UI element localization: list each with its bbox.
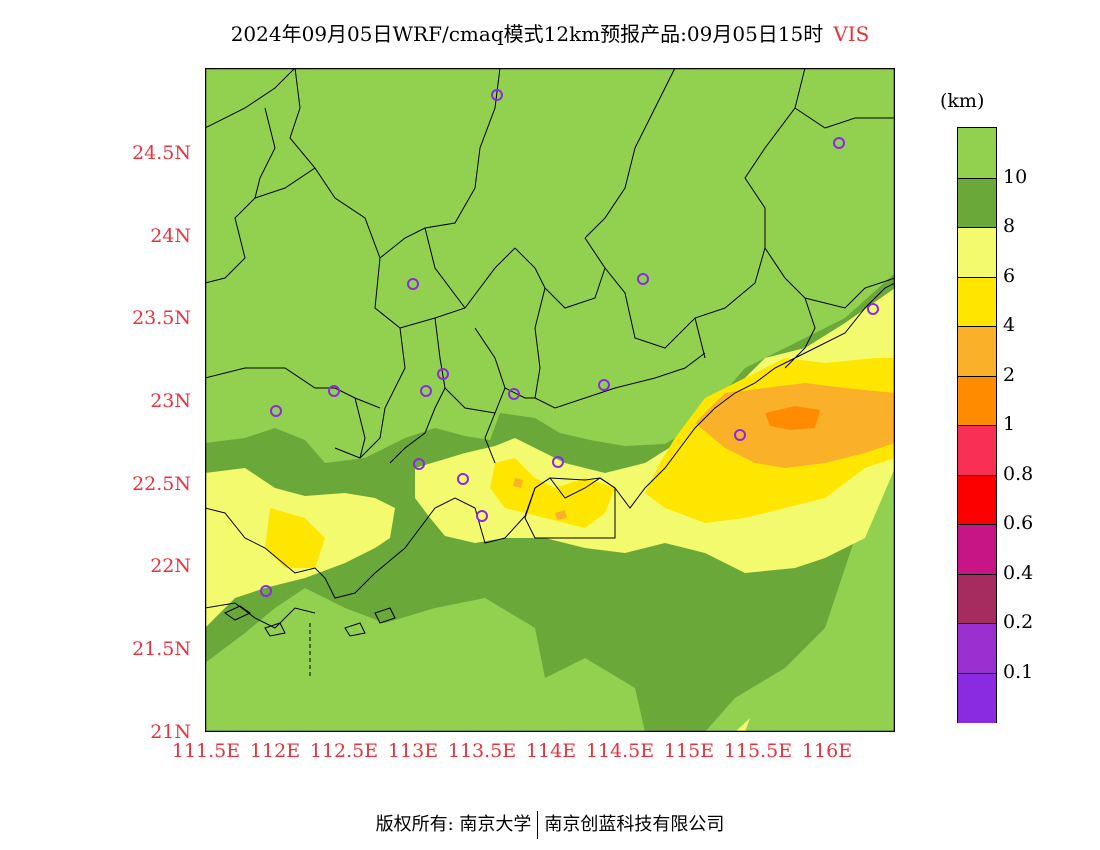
legend-label: 8: [1003, 215, 1016, 237]
legend-label: 0.6: [1003, 512, 1034, 534]
map-panel[interactable]: [205, 68, 895, 732]
station-marker: [476, 510, 488, 522]
lon-label: 112.5E: [309, 740, 379, 762]
lon-label: 114.5E: [585, 740, 655, 762]
lon-label: 115.5E: [723, 740, 793, 762]
station-marker: [833, 137, 845, 149]
lat-label: 22N: [150, 555, 191, 577]
lon-label: 113E: [387, 740, 439, 762]
vis-band-4-east: [490, 458, 615, 528]
footer-separator: [537, 811, 539, 839]
monitoring-stations: [260, 89, 879, 597]
legend-label: 0.4: [1003, 561, 1034, 584]
station-marker: [598, 379, 610, 391]
station-marker: [420, 385, 432, 397]
legend-swatch: [958, 573, 996, 624]
legend-swatch: [958, 276, 996, 327]
legend-swatch: [958, 326, 996, 377]
lat-label: 22.5N: [132, 473, 191, 495]
lat-label: 21N: [150, 721, 191, 743]
lon-label: 115E: [663, 740, 715, 762]
lat-label: 23N: [150, 390, 191, 412]
station-marker: [260, 585, 272, 597]
station-marker: [734, 429, 746, 441]
legend-swatch: [958, 524, 996, 575]
lon-label: 113.5E: [447, 740, 517, 762]
legend-swatch: [958, 375, 996, 426]
lat-label: 24N: [150, 225, 191, 247]
legend-swatch: [958, 177, 996, 228]
legend-label: 0.2: [1003, 611, 1034, 633]
station-marker: [552, 456, 564, 468]
legend-swatch: [958, 623, 996, 674]
lat-label: 23.5N: [132, 307, 191, 329]
legend-swatch: [958, 474, 996, 525]
color-legend: [957, 127, 997, 723]
map-frame: [205, 68, 895, 732]
title-variable: VIS: [833, 22, 870, 46]
station-marker: [457, 473, 469, 485]
station-marker: [508, 388, 520, 400]
title-text: 2024年09月05日WRF/cmaq模式12km预报产品:09月05日15时: [230, 22, 824, 46]
legend-label: 10: [1003, 165, 1028, 188]
footer-right: 南京创蓝科技有限公司: [544, 814, 725, 835]
legend-unit: (km): [940, 90, 985, 112]
vis-band-2-spot2: [513, 478, 523, 488]
station-marker: [637, 273, 649, 285]
station-marker: [328, 385, 340, 397]
legend-label: 0.8: [1003, 462, 1034, 485]
lon-label: 111.5E: [171, 740, 241, 762]
legend-swatch: [958, 425, 996, 476]
lat-label: 24.5N: [132, 142, 191, 164]
map-title: 2024年09月05日WRF/cmaq模式12km预报产品:09月05日15时 V…: [0, 18, 1100, 47]
legend-label: 2: [1003, 363, 1016, 386]
legend-label: 0.1: [1003, 660, 1034, 683]
legend-label: 4: [1003, 314, 1016, 336]
lon-label: 114E: [525, 740, 577, 762]
vis-band-2-spot: [555, 510, 567, 520]
lon-label: 112E: [249, 740, 301, 762]
station-marker: [270, 405, 282, 417]
vis-band-1: [765, 406, 820, 430]
copyright-footer: 版权所有: 南京大学 南京创蓝科技有限公司: [0, 810, 1100, 839]
station-marker: [437, 368, 449, 380]
station-marker: [413, 458, 425, 470]
legend-label: 1: [1003, 413, 1016, 435]
footer-left: 版权所有: 南京大学: [375, 814, 532, 835]
legend-swatch: [958, 672, 996, 723]
visibility-map: [205, 68, 895, 732]
station-marker: [407, 278, 419, 290]
legend-swatch: [958, 227, 996, 278]
lon-label: 116E: [801, 740, 853, 762]
vis-band-4: [265, 508, 325, 568]
station-marker: [867, 303, 879, 315]
vis-band-6-edge: [735, 718, 750, 732]
admin-boundaries: [205, 68, 895, 678]
lat-label: 21.5N: [132, 638, 191, 660]
legend-swatch: [958, 128, 996, 178]
station-marker: [491, 89, 503, 101]
legend-label: 6: [1003, 264, 1016, 287]
